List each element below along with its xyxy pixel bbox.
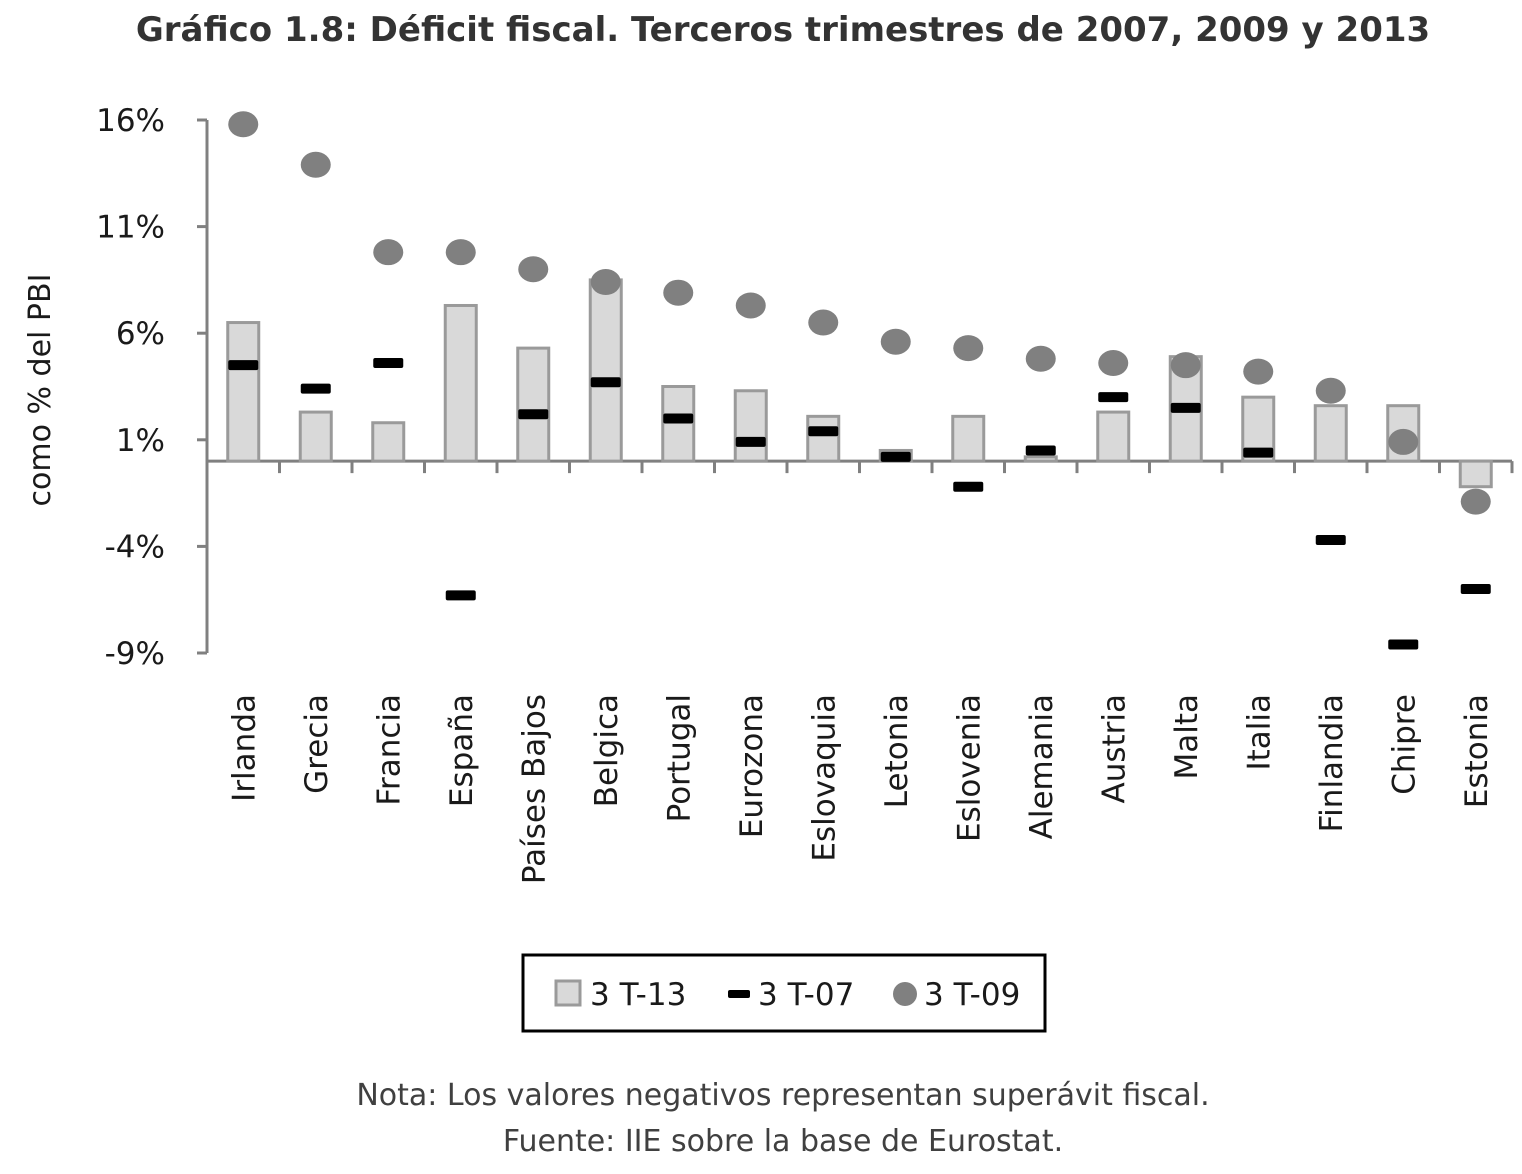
bar-3t13 bbox=[443, 303, 478, 463]
marker-3t07 bbox=[735, 436, 766, 447]
marker-3t09 bbox=[808, 309, 839, 336]
x-tick-label: Grecia bbox=[299, 694, 335, 794]
y-tick-label: 6% bbox=[116, 316, 165, 352]
legend: 3 T-13 3 T-07 3 T-09 bbox=[521, 953, 1047, 1033]
marker-3t07 bbox=[1025, 445, 1056, 456]
marker-3t09 bbox=[228, 111, 259, 138]
marker-3t09 bbox=[1315, 377, 1346, 404]
x-tick-labels: Irlanda Grecia Francia España Países Bajos Be… bbox=[226, 694, 1495, 884]
marker-3t07 bbox=[880, 451, 911, 462]
dash-series-3t07 bbox=[228, 358, 1491, 650]
marker-3t07 bbox=[1243, 447, 1274, 458]
marker-3t09 bbox=[735, 292, 766, 319]
x-tick-label: Portugal bbox=[661, 694, 697, 822]
bar-3t13 bbox=[371, 421, 406, 463]
y-tick-label: 16% bbox=[96, 103, 165, 139]
x-tick-label: España bbox=[444, 694, 480, 807]
marker-3t07 bbox=[808, 426, 839, 437]
bar-3t13 bbox=[951, 414, 986, 463]
bar-3t13 bbox=[516, 346, 551, 463]
axes bbox=[197, 118, 1514, 655]
marker-3t09 bbox=[880, 328, 911, 355]
marker-3t09 bbox=[373, 239, 404, 266]
marker-3t09 bbox=[1025, 345, 1056, 372]
marker-3t07 bbox=[373, 358, 404, 369]
bar-3t13 bbox=[1313, 404, 1348, 463]
marker-3t07 bbox=[953, 481, 984, 492]
y-tick-label: -9% bbox=[105, 636, 165, 672]
x-tick-label: Eurozona bbox=[734, 694, 770, 838]
x-tick-label: Alemania bbox=[1024, 694, 1060, 839]
legend-box bbox=[521, 953, 1047, 1033]
bar-3t13 bbox=[1096, 410, 1131, 463]
marker-3t07 bbox=[663, 413, 694, 424]
y-tick-label: 1% bbox=[116, 423, 165, 459]
marker-3t09 bbox=[590, 269, 621, 296]
marker-3t07 bbox=[1170, 402, 1201, 413]
x-tick-label: Letonia bbox=[879, 694, 915, 808]
x-tick-label: Países Bajos bbox=[516, 694, 552, 884]
x-tick-label: Chipre bbox=[1386, 694, 1422, 795]
chart-title: Gráfico 1.8: Déficit fiscal. Terceros tr… bbox=[135, 10, 1431, 50]
bar-3t13 bbox=[298, 410, 333, 463]
marker-3t07 bbox=[1315, 535, 1346, 546]
marker-3t09 bbox=[445, 239, 476, 266]
x-tick-label: Italia bbox=[1241, 694, 1277, 771]
y-tick-label: 11% bbox=[96, 210, 165, 246]
legend-label-3t13: 3 T-13 bbox=[590, 977, 686, 1013]
marker-3t09 bbox=[1460, 488, 1491, 515]
chart-source: Fuente: IIE sobre la base de Eurostat. bbox=[502, 1124, 1064, 1159]
bar-3t13 bbox=[806, 414, 841, 463]
marker-3t09 bbox=[1098, 350, 1129, 377]
x-tick-label: Estonia bbox=[1459, 694, 1495, 808]
marker-3t07 bbox=[300, 383, 331, 394]
bar-3t13 bbox=[661, 385, 696, 463]
x-tick-label: Finlandia bbox=[1314, 694, 1350, 832]
dot-series-3t09 bbox=[228, 111, 1491, 515]
bar-3t13 bbox=[226, 321, 261, 463]
bar-3t13 bbox=[588, 278, 623, 463]
marker-3t09 bbox=[300, 151, 331, 178]
marker-3t09 bbox=[1388, 428, 1419, 455]
marker-3t07 bbox=[228, 360, 259, 371]
legend-label-3t09: 3 T-09 bbox=[924, 977, 1020, 1013]
legend-swatch-3t13 bbox=[554, 979, 582, 1007]
legend-label-3t07: 3 T-07 bbox=[758, 977, 854, 1013]
marker-3t09 bbox=[1170, 352, 1201, 379]
y-tick-labels: 16% 11% 6% 1% -4% -9% bbox=[96, 103, 165, 672]
x-tick-label: Eslovenia bbox=[951, 694, 987, 842]
x-tick-label: Austria bbox=[1096, 694, 1132, 804]
x-tick-label: Eslovaquia bbox=[806, 694, 842, 862]
marker-3t07 bbox=[1460, 584, 1491, 595]
legend-swatch-3t07 bbox=[728, 990, 750, 998]
x-tick-label: Malta bbox=[1169, 694, 1205, 780]
y-axis-label: como % del PBI bbox=[23, 274, 58, 507]
bar-3t13 bbox=[733, 389, 768, 463]
bar-3t13 bbox=[1458, 459, 1493, 489]
marker-3t07 bbox=[518, 409, 549, 420]
marker-3t09 bbox=[518, 256, 549, 283]
y-tick-label: -4% bbox=[105, 529, 165, 565]
x-tick-label: Belgica bbox=[589, 694, 625, 807]
chart-note: Nota: Los valores negativos representan … bbox=[356, 1078, 1210, 1113]
x-tick-label: Irlanda bbox=[226, 694, 262, 802]
bar-3t13 bbox=[1023, 455, 1058, 463]
marker-3t09 bbox=[953, 335, 984, 362]
marker-3t09 bbox=[663, 279, 694, 306]
x-tick-label: Francia bbox=[371, 694, 407, 806]
marker-3t07 bbox=[590, 377, 621, 388]
marker-3t07 bbox=[1098, 392, 1129, 403]
marker-3t07 bbox=[1388, 639, 1419, 650]
legend-swatch-3t09 bbox=[893, 982, 917, 1006]
bar-series-3t13 bbox=[226, 278, 1493, 489]
marker-3t07 bbox=[445, 590, 476, 601]
marker-3t09 bbox=[1243, 358, 1274, 385]
